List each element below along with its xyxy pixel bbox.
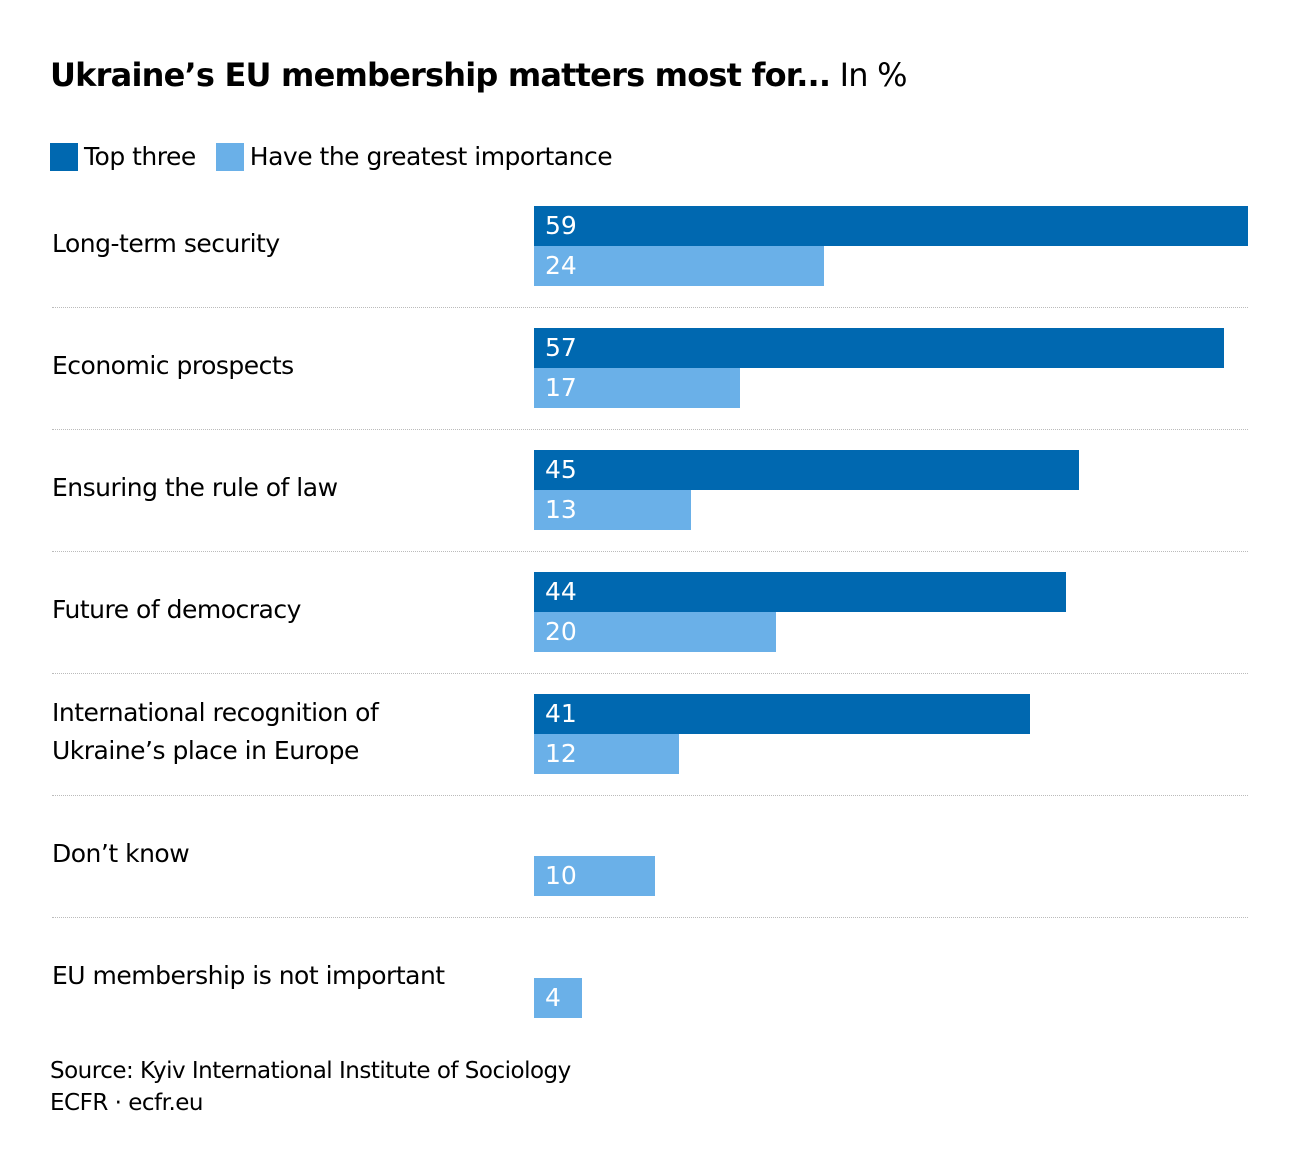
bar-greatest-importance: 13 <box>534 490 692 530</box>
bar-top-three: 45 <box>534 450 1079 490</box>
chart-unit: In % <box>839 56 908 94</box>
data-label: 20 <box>545 617 577 646</box>
data-label: 13 <box>545 495 577 524</box>
bar-greatest-importance: 12 <box>534 734 680 774</box>
bar-greatest-importance: 24 <box>534 246 825 286</box>
row-divider <box>52 917 1248 918</box>
row-divider <box>52 307 1248 308</box>
bar-greatest-importance: 20 <box>534 612 777 652</box>
row-divider <box>52 795 1248 796</box>
data-label: 17 <box>545 373 577 402</box>
category-label: EU membership is not important <box>52 957 522 995</box>
legend-label: Have the greatest importance <box>249 142 613 171</box>
category-label-line: Economic prospects <box>52 351 294 380</box>
legend-label: Top three <box>84 142 196 171</box>
source-note: Source: Kyiv International Institute of … <box>50 1058 571 1084</box>
legend-item-greatest-importance: Have the greatest importance <box>215 142 613 171</box>
legend-swatch <box>215 142 244 171</box>
category-label: Economic prospects <box>52 347 522 385</box>
category-label-line: Ensuring the rule of law <box>52 473 338 502</box>
category-label-line: EU membership is not important <box>52 961 445 990</box>
legend: Top three Have the greatest importance <box>50 142 632 171</box>
data-label: 45 <box>545 455 577 484</box>
data-label: 24 <box>545 251 577 280</box>
category-label-line: Ukraine’s place in Europe <box>52 736 359 765</box>
data-label: 10 <box>545 861 577 890</box>
category-label-line: Long-term security <box>52 229 280 258</box>
bar-greatest-importance: 17 <box>534 368 740 408</box>
data-label: 41 <box>545 699 577 728</box>
data-label: 4 <box>545 983 561 1012</box>
legend-swatch <box>50 142 78 171</box>
data-label: 12 <box>545 739 577 768</box>
category-label-line: Don’t know <box>52 839 190 868</box>
credit-note: ECFR · ecfr.eu <box>50 1090 204 1116</box>
chart-title: Ukraine’s EU membership matters most for… <box>50 56 908 94</box>
category-label: Ensuring the rule of law <box>52 469 522 507</box>
bar-top-three: 57 <box>534 328 1224 368</box>
bar-greatest-importance: 10 <box>534 856 656 896</box>
category-label: Don’t know <box>52 835 522 873</box>
data-label: 59 <box>545 211 577 240</box>
bar-top-three: 44 <box>534 572 1067 612</box>
row-divider <box>52 429 1248 430</box>
category-label: Future of democracy <box>52 591 522 629</box>
row-divider <box>52 673 1248 674</box>
data-label: 44 <box>545 577 577 606</box>
legend-item-top-three: Top three <box>50 142 196 171</box>
data-label: 57 <box>545 333 577 362</box>
category-label-line: Future of democracy <box>52 595 301 624</box>
category-label: Long-term security <box>52 225 522 263</box>
bar-top-three: 41 <box>534 694 1031 734</box>
category-label-line: International recognition of <box>52 698 379 727</box>
row-divider <box>52 551 1248 552</box>
bar-top-three: 59 <box>534 206 1248 246</box>
category-label: International recognition of Ukraine’s pl… <box>52 694 522 770</box>
bar-greatest-importance: 4 <box>534 978 583 1018</box>
